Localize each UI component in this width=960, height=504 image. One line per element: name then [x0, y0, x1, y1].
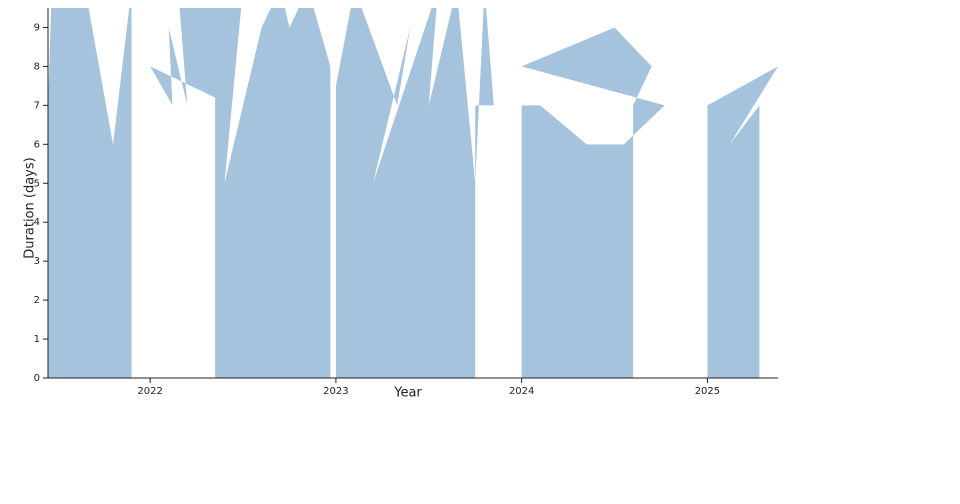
- plot-area: [48, 8, 778, 378]
- y-tick-label: 0: [34, 373, 40, 384]
- x-tick-label: 2023: [323, 386, 348, 397]
- y-tick-label: 5: [34, 178, 40, 189]
- x-axis-title: Year: [393, 386, 422, 401]
- y-tick-label: 6: [34, 139, 40, 150]
- y-axis-title: Duration (days): [23, 157, 38, 258]
- y-tick-label: 3: [34, 256, 40, 267]
- y-tick-label: 7: [34, 100, 40, 111]
- y-tick-label: 9: [34, 22, 40, 33]
- y-tick-label: 1: [34, 334, 40, 345]
- x-tick-label: 2024: [509, 386, 534, 397]
- y-tick-label: 4: [34, 217, 40, 228]
- y-tick-label: 8: [34, 61, 40, 72]
- y-tick-label: 2: [34, 295, 40, 306]
- area: [48, 8, 778, 378]
- x-tick-label: 2022: [137, 386, 162, 397]
- x-tick-label: 2025: [695, 386, 720, 397]
